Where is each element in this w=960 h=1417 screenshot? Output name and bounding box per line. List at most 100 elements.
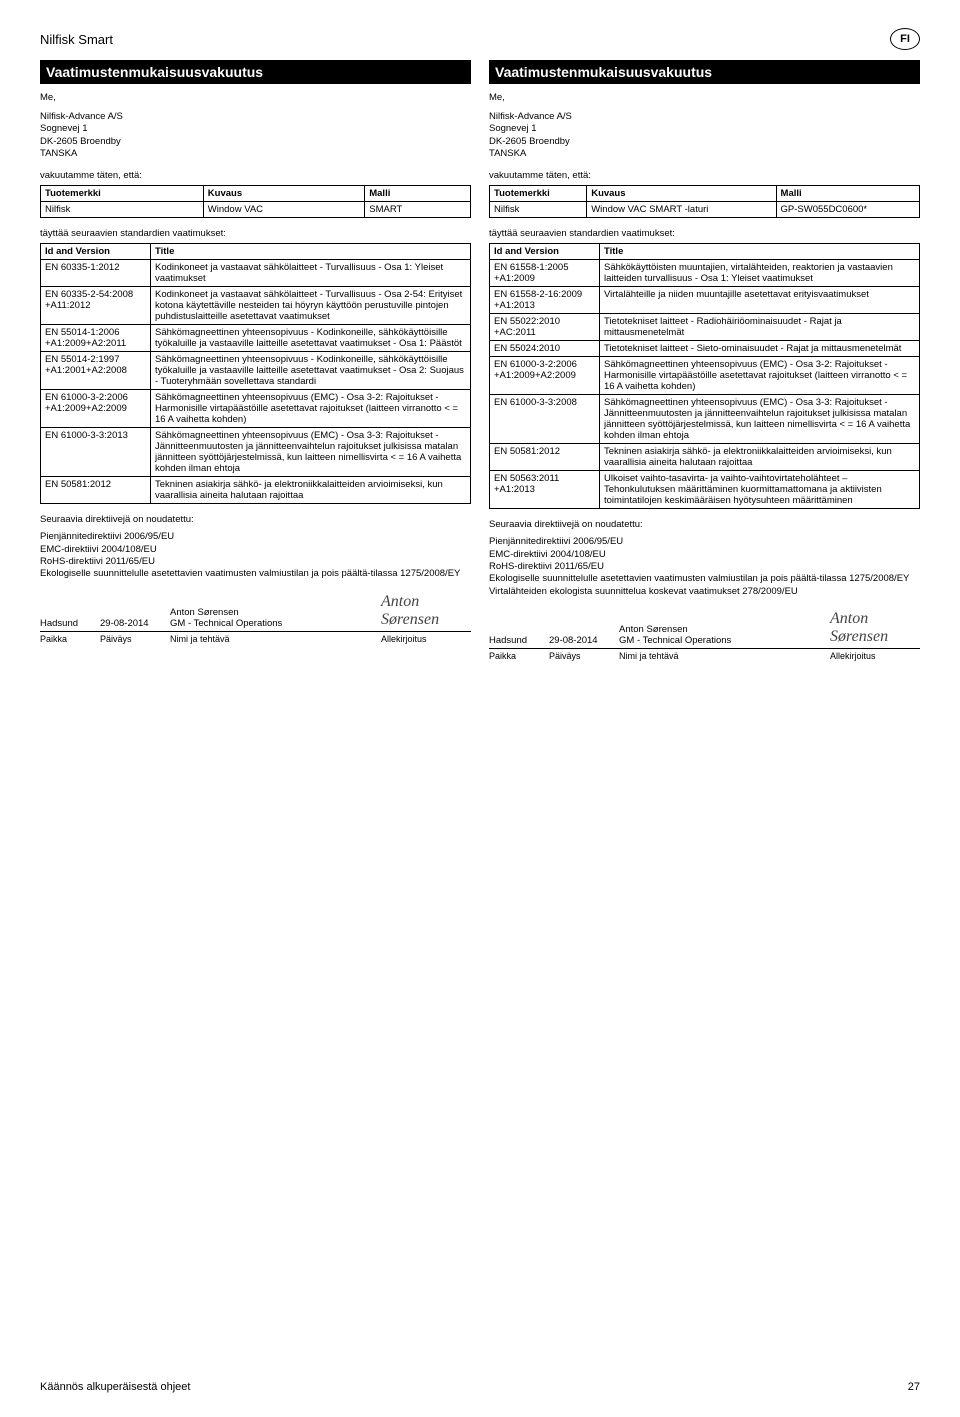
- footer-left: Käännös alkuperäisestä ohjeet: [40, 1381, 190, 1393]
- page-number: 27: [908, 1381, 920, 1393]
- label: Allekirjoitus: [381, 631, 471, 646]
- dir-list-left: Pienjännitedirektiivi 2006/95/EUEMC-dire…: [40, 531, 471, 580]
- std-title: Sähkömagneettinen yhteensopivuus (EMC) -…: [600, 395, 920, 444]
- sign-place: Hadsund: [489, 608, 549, 649]
- label: Paikka: [40, 631, 100, 646]
- dir-head-left: Seuraavia direktiivejä on noudatettu:: [40, 514, 471, 525]
- dir-list-right: Pienjännitedirektiivi 2006/95/EUEMC-dire…: [489, 536, 920, 598]
- std-id: EN 50581:2012: [490, 444, 600, 471]
- product-name: Nilfisk Smart: [40, 32, 113, 47]
- label: Nimi ja tehtävä: [619, 649, 830, 664]
- signature-image: Anton Sørensen: [830, 608, 920, 649]
- sign-place: Hadsund: [40, 591, 100, 632]
- sign-name: Anton Sørensen GM - Technical Operations: [619, 608, 830, 649]
- label: Allekirjoitus: [830, 649, 920, 664]
- title-right: Vaatimustenmukaisuusvakuutus: [489, 60, 920, 84]
- dir-line: EMC-direktiivi 2004/108/EU: [40, 544, 471, 556]
- std-title: Tekninen asiakirja sähkö- ja elektroniik…: [151, 477, 471, 504]
- address-left: Nilfisk-Advance A/S Sognevej 1 DK-2605 B…: [40, 111, 471, 160]
- std-id: EN 60335-2-54:2008 +A11:2012: [41, 287, 151, 325]
- td: Window VAC SMART -laturi: [587, 202, 776, 218]
- th: Kuvaus: [587, 186, 776, 202]
- addr-line: DK-2605 Broendby: [489, 136, 920, 148]
- std-id: EN 50581:2012: [41, 477, 151, 504]
- dir-line: Pienjännitedirektiivi 2006/95/EU: [40, 531, 471, 543]
- declaration-right: Vaatimustenmukaisuusvakuutus Me, Nilfisk…: [489, 60, 920, 663]
- std-id: EN 61558-1:2005 +A1:2009: [490, 260, 600, 287]
- address-right: Nilfisk-Advance A/S Sognevej 1 DK-2605 B…: [489, 111, 920, 160]
- addr-line: TANSKA: [40, 148, 471, 160]
- std-id: EN 55014-1:2006 +A1:2009+A2:2011: [41, 325, 151, 352]
- me-right: Me,: [489, 92, 920, 103]
- declare-left: vakuutamme täten, että:: [40, 170, 471, 181]
- th: Malli: [776, 186, 919, 202]
- std-title: Sähkömagneettinen yhteensopivuus - Kodin…: [151, 325, 471, 352]
- th: Title: [151, 244, 471, 260]
- language-badge: FI: [890, 28, 920, 50]
- std-title: Ulkoiset vaihto-tasavirta- ja vaihto-vai…: [600, 471, 920, 509]
- th: Title: [600, 244, 920, 260]
- td: Window VAC: [203, 202, 364, 218]
- signature-block-left: Hadsund 29-08-2014 Anton Sørensen GM - T…: [40, 591, 471, 646]
- title-left: Vaatimustenmukaisuusvakuutus: [40, 60, 471, 84]
- sign-date: 29-08-2014: [549, 608, 619, 649]
- dir-head-right: Seuraavia direktiivejä on noudatettu:: [489, 519, 920, 530]
- label: Päiväys: [549, 649, 619, 664]
- addr-line: Nilfisk-Advance A/S: [40, 111, 471, 123]
- dir-line: RoHS-direktiivi 2011/65/EU: [40, 556, 471, 568]
- std-title: Kodinkoneet ja vastaavat sähkölaitteet -…: [151, 260, 471, 287]
- th: Tuotemerkki: [490, 186, 587, 202]
- std-title: Tekninen asiakirja sähkö- ja elektroniik…: [600, 444, 920, 471]
- std-id: EN 55022:2010 +AC:2011: [490, 314, 600, 341]
- std-id: EN 55024:2010: [490, 341, 600, 357]
- std-title: Kodinkoneet ja vastaavat sähkölaitteet -…: [151, 287, 471, 325]
- std-id: EN 50563:2011 +A1:2013: [490, 471, 600, 509]
- dir-line: EMC-direktiivi 2004/108/EU: [489, 549, 920, 561]
- label: Paikka: [489, 649, 549, 664]
- dir-line: RoHS-direktiivi 2011/65/EU: [489, 561, 920, 573]
- th: Malli: [365, 186, 471, 202]
- signature-block-right: Hadsund 29-08-2014 Anton Sørensen GM - T…: [489, 608, 920, 663]
- td: Nilfisk: [490, 202, 587, 218]
- std-id: EN 61000-3-3:2008: [490, 395, 600, 444]
- std-title: Sähkömagneettinen yhteensopivuus - Kodin…: [151, 352, 471, 390]
- std-title: Sähkömagneettinen yhteensopivuus (EMC) -…: [151, 390, 471, 428]
- std-title: Tietotekniset laitteet - Sieto-ominaisuu…: [600, 341, 920, 357]
- me-left: Me,: [40, 92, 471, 103]
- addr-line: Sognevej 1: [489, 123, 920, 135]
- addr-line: Sognevej 1: [40, 123, 471, 135]
- sign-name: Anton Sørensen GM - Technical Operations: [170, 591, 381, 632]
- th: Id and Version: [490, 244, 600, 260]
- standards-table-left: Id and Version Title EN 60335-1:2012Kodi…: [40, 243, 471, 504]
- addr-line: Nilfisk-Advance A/S: [489, 111, 920, 123]
- sign-date: 29-08-2014: [100, 591, 170, 632]
- fulfil-left: täyttää seuraavien standardien vaatimuks…: [40, 228, 471, 239]
- dir-line: Ekologiselle suunnittelulle asetettavien…: [489, 573, 920, 585]
- addr-line: TANSKA: [489, 148, 920, 160]
- std-id: EN 61000-3-2:2006 +A1:2009+A2:2009: [490, 357, 600, 395]
- declaration-left: Vaatimustenmukaisuusvakuutus Me, Nilfisk…: [40, 60, 471, 663]
- product-table-right: Tuotemerkki Kuvaus Malli Nilfisk Window …: [489, 185, 920, 218]
- standards-table-right: Id and Version Title EN 61558-1:2005 +A1…: [489, 243, 920, 509]
- std-id: EN 60335-1:2012: [41, 260, 151, 287]
- product-table-left: Tuotemerkki Kuvaus Malli Nilfisk Window …: [40, 185, 471, 218]
- label: Päiväys: [100, 631, 170, 646]
- th: Tuotemerkki: [41, 186, 204, 202]
- std-id: EN 55014-2:1997 +A1:2001+A2:2008: [41, 352, 151, 390]
- th: Kuvaus: [203, 186, 364, 202]
- std-id: EN 61000-3-3:2013: [41, 428, 151, 477]
- declare-right: vakuutamme täten, että:: [489, 170, 920, 181]
- addr-line: DK-2605 Broendby: [40, 136, 471, 148]
- std-id: EN 61000-3-2:2006 +A1:2009+A2:2009: [41, 390, 151, 428]
- fulfil-right: täyttää seuraavien standardien vaatimuks…: [489, 228, 920, 239]
- std-title: Sähkömagneettinen yhteensopivuus (EMC) -…: [151, 428, 471, 477]
- td: GP-SW055DC0600*: [776, 202, 919, 218]
- std-title: Sähkökäyttöisten muuntajien, virtalähtei…: [600, 260, 920, 287]
- dir-line: Virtalähteiden ekologista suunnittelua k…: [489, 586, 920, 598]
- std-title: Virtalähteille ja niiden muuntajille ase…: [600, 287, 920, 314]
- td: SMART: [365, 202, 471, 218]
- th: Id and Version: [41, 244, 151, 260]
- label: Nimi ja tehtävä: [170, 631, 381, 646]
- std-id: EN 61558-2-16:2009 +A1:2013: [490, 287, 600, 314]
- dir-line: Ekologiselle suunnittelulle asetettavien…: [40, 568, 471, 580]
